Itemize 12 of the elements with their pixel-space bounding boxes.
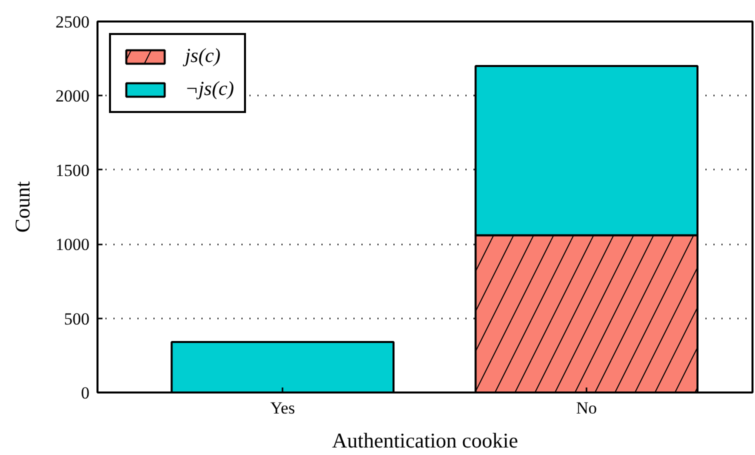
x-tick-label: Yes	[270, 398, 295, 418]
legend-label: ¬js(c)	[185, 78, 234, 101]
x-tick-label: No	[576, 398, 597, 418]
y-axis-title: Count	[10, 181, 34, 233]
legend-label: js(c)	[185, 45, 221, 68]
y-tick-label: 500	[64, 309, 90, 328]
y-tick-label: 0	[81, 384, 90, 402]
y-tick-label: 2000	[56, 86, 90, 106]
x-axis-title: Authentication cookie	[332, 428, 518, 452]
y-tick-label: 1500	[56, 160, 90, 180]
y-tick-label: 2500	[56, 12, 90, 32]
y-tick-label: 1000	[56, 235, 90, 254]
